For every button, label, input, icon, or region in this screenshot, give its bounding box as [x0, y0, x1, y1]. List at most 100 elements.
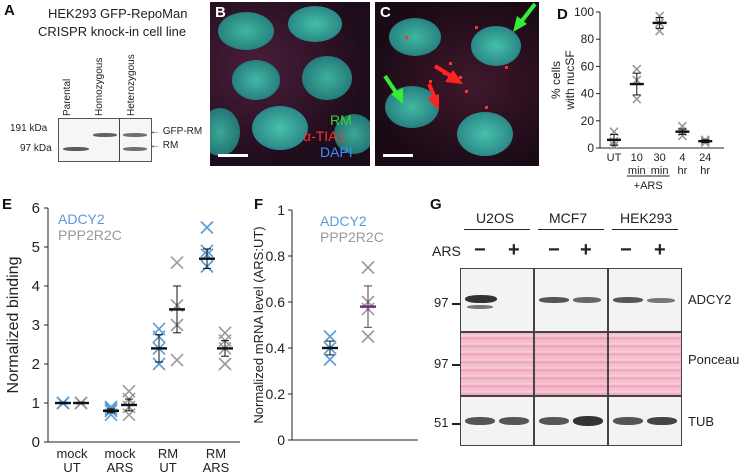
f-legend-adcy2: ADCY2 [320, 213, 367, 229]
scale-bar-b [218, 154, 248, 157]
band-gfp-rm-heterozygous [123, 133, 147, 137]
green-arrow-top [513, 2, 537, 32]
legend-dapi: DAPI [320, 144, 353, 160]
band-arrow-rm: ← RM [150, 140, 179, 151]
e-point-ppp2r2c [170, 353, 184, 367]
panel-f-letter: F [254, 196, 264, 213]
f-ytick-label: 0.8 [266, 248, 286, 264]
e-xlabel-bottom: ARS [203, 460, 230, 472]
e-ytick-label: 2 [32, 356, 40, 373]
row-label-adcy2: ADCY2 [688, 292, 732, 307]
sign-hek293-minus: − [620, 239, 632, 261]
panel-c-micrograph [375, 2, 539, 166]
d-xlabel-top: 24 [699, 152, 711, 164]
d-ytick-label: 40 [581, 87, 595, 101]
e-point-adcy2 [200, 220, 214, 235]
e-legend-ppp2r2c: PPP2R2C [58, 227, 122, 243]
e-xlabel-top: RM [158, 446, 178, 461]
panel-c-letter: C [380, 4, 391, 21]
e-xlabel-bottom: ARS [107, 460, 134, 472]
d-point [632, 64, 642, 74]
underline-u2os [464, 229, 530, 230]
legend-rm: RM [330, 112, 352, 128]
e-ytick-label: 1 [32, 395, 40, 412]
d-point [677, 131, 687, 141]
band-rm-heterozygous [123, 147, 147, 151]
d-ytick-label: 60 [581, 59, 595, 73]
panel-a-title-line1: HEK293 GFP-RepoMan [48, 6, 188, 21]
blot-ponceau-mcf7 [534, 332, 608, 396]
panel-a-letter: A [4, 2, 15, 19]
blot-tub-u2os [460, 396, 534, 446]
panel-b-micrograph [210, 2, 370, 166]
row-label-ponceau: Ponceau [688, 352, 739, 367]
d-xlabel-top: 10 [631, 152, 643, 164]
d-xlabel-bottom: min [651, 165, 669, 177]
scale-bar-c [383, 154, 413, 157]
e-point-ppp2r2c [218, 357, 232, 371]
panel-a-title-line2: CRISPR knock-in cell line [38, 24, 187, 39]
red-arrow-lower [427, 83, 439, 110]
blot-ponceau-hek293 [608, 332, 682, 396]
d-ytick-label: 100 [574, 5, 594, 19]
panel-e-letter: E [2, 196, 13, 213]
blot-tub-hek293 [608, 396, 682, 446]
d-xlabel-bottom: hr [700, 165, 710, 177]
e-point-ppp2r2c [170, 256, 184, 270]
e-point-ppp2r2c [122, 384, 136, 398]
e-xlabel-bottom: UT [63, 460, 80, 472]
marker-97kda: 97 kDa [20, 143, 52, 154]
lane-label-homozygous: Homozygous [94, 57, 105, 116]
lane-label-parental: Parental [62, 78, 73, 116]
lane-label-heterozygous: Heterozygous [126, 54, 137, 116]
f-point-adcy2 [323, 329, 337, 344]
panel-g-letter: G [430, 196, 442, 213]
e-point-ppp2r2c [218, 326, 232, 340]
d-ytick-label: 0 [587, 141, 594, 155]
band-arrow-gfp-rm: ← GFP-RM [150, 126, 203, 137]
sign-mcf7-plus: + [580, 239, 592, 261]
e-legend-adcy2: ADCY2 [58, 211, 105, 227]
f-ytick-label: 1 [277, 202, 285, 218]
row-label-tub: TUB [688, 414, 714, 429]
e-ylabel: Normalized binding [5, 257, 22, 394]
band-rm-parental [63, 147, 89, 151]
e-ytick-label: 0 [32, 434, 40, 451]
d-xlabel-bottom: min [628, 165, 646, 177]
d-xlabel-top: 30 [653, 152, 665, 164]
sign-hek293-plus: + [654, 239, 666, 261]
e-ytick-label: 4 [32, 278, 40, 295]
marker-97-ponceau: 97 [434, 356, 449, 371]
tick-97-b [452, 364, 460, 366]
d-ytick-label: 80 [581, 32, 595, 46]
sign-u2os-minus: − [474, 239, 486, 261]
blot-adcy2-hek293 [608, 268, 682, 332]
e-ytick-label: 3 [32, 317, 40, 334]
d-xlabel-top: UT [607, 152, 622, 164]
band-gfp-rm-homozygous [93, 133, 117, 137]
e-xlabel-bottom: UT [159, 460, 176, 472]
d-ytick-label: 20 [581, 114, 595, 128]
chart-f: 0 0.2 0.4 0.6 0.8 1 Normalized mRNA level (ARS… [251, 202, 418, 448]
d-xlabel-bottom: hr [678, 165, 688, 177]
ars-row-label: ARS [432, 243, 461, 259]
f-ytick-label: 0.2 [266, 386, 286, 402]
tick-51 [452, 423, 460, 425]
marker-191kda: 191 kDa [10, 123, 48, 134]
underline-hek293 [612, 229, 678, 230]
d-xlabel-top: 4 [679, 152, 685, 164]
f-ylabel: Normalized mRNA level (ARS:UT) [251, 226, 266, 423]
marker-51-tub: 51 [434, 415, 449, 430]
d-group-label: +ARS [634, 180, 663, 192]
blot-tub-mcf7 [534, 396, 608, 446]
cell-line-mcf7: MCF7 [549, 210, 588, 226]
d-point [632, 94, 642, 104]
e-xlabel-top: mock [104, 446, 136, 461]
cell-line-hek293: HEK293 [620, 210, 673, 226]
d-point [655, 11, 665, 21]
e-xlabel-top: mock [56, 446, 88, 461]
e-ytick-label: 6 [32, 200, 40, 217]
green-arrow-left [383, 74, 403, 104]
